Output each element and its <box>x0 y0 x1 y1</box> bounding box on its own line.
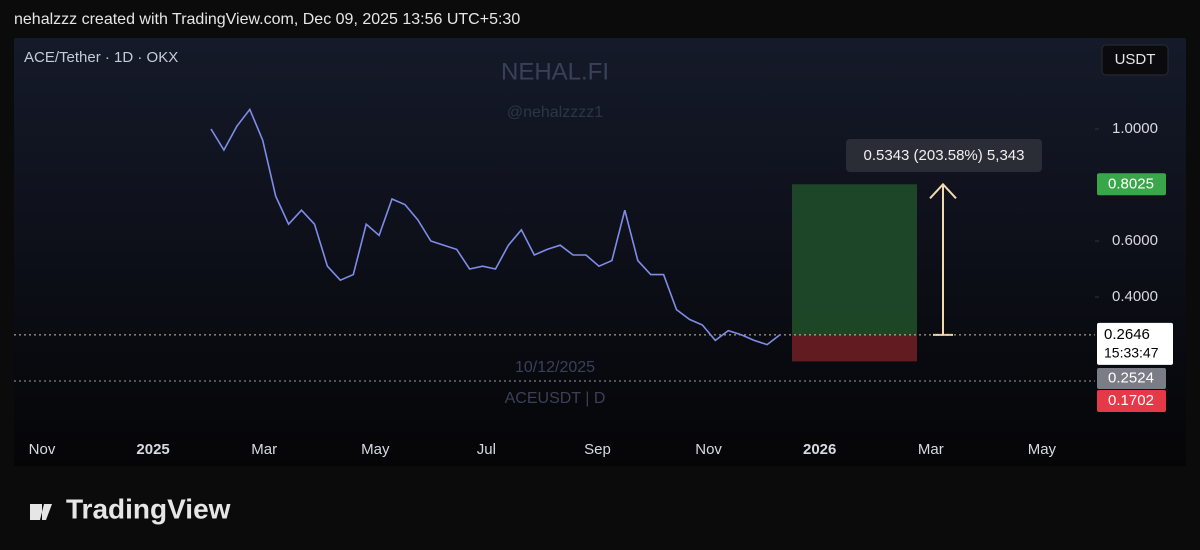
symbol-watermark: ACEUSDT | D <box>505 390 606 407</box>
x-tick-label: Nov <box>695 441 722 458</box>
x-tick-label: May <box>361 441 390 458</box>
footer-brand: TradingView <box>66 493 231 524</box>
x-tick-label: 2026 <box>803 441 836 458</box>
target-zone <box>792 184 917 335</box>
price-line <box>210 107 781 346</box>
logo-icon <box>30 504 52 520</box>
stop-tag <box>1097 390 1166 412</box>
watermark: NEHAL.FI <box>501 58 609 85</box>
measure-label-box <box>846 139 1042 172</box>
x-tick-label: Sep <box>584 441 611 458</box>
header: nehalzzz created with TradingView.com, D… <box>14 11 520 28</box>
chart-panel <box>14 38 1186 466</box>
symbol-title: ACE/Tether · 1D · OKX <box>24 49 178 66</box>
stop-tag-label: 0.1702 <box>1108 392 1154 409</box>
last-price-label: 0.2646 <box>1104 326 1150 343</box>
price-line-label: 0.2524 <box>1108 369 1154 386</box>
watermark: @nehalzzzz1 <box>507 104 603 121</box>
x-tick-label: Mar <box>251 441 277 458</box>
stop-zone <box>792 334 917 362</box>
y-tick-label: 0.4000 <box>1112 288 1158 305</box>
target-tag <box>1097 173 1166 196</box>
x-tick-label: 2025 <box>136 441 169 458</box>
countdown: 15:33:47 <box>1104 345 1159 361</box>
x-tick-label: Nov <box>29 441 56 458</box>
currency-button[interactable] <box>1101 44 1169 76</box>
x-tick-label: Mar <box>918 441 944 458</box>
measure-label: 0.5343 (203.58%) 5,343 <box>864 147 1025 164</box>
symbol-watermark: 10/12/2025 <box>515 359 595 376</box>
price-line-tag <box>1097 368 1166 389</box>
y-tick-label: 0.6000 <box>1112 232 1158 249</box>
x-tick-label: Jul <box>477 441 496 458</box>
last-price-tag <box>1097 322 1173 365</box>
y-tick-label: 1.0000 <box>1112 120 1158 137</box>
x-tick-label: May <box>1028 441 1057 458</box>
target-tag-label: 0.8025 <box>1108 175 1154 192</box>
arrow-head <box>929 182 957 199</box>
currency[interactable]: USDT <box>1115 51 1156 68</box>
